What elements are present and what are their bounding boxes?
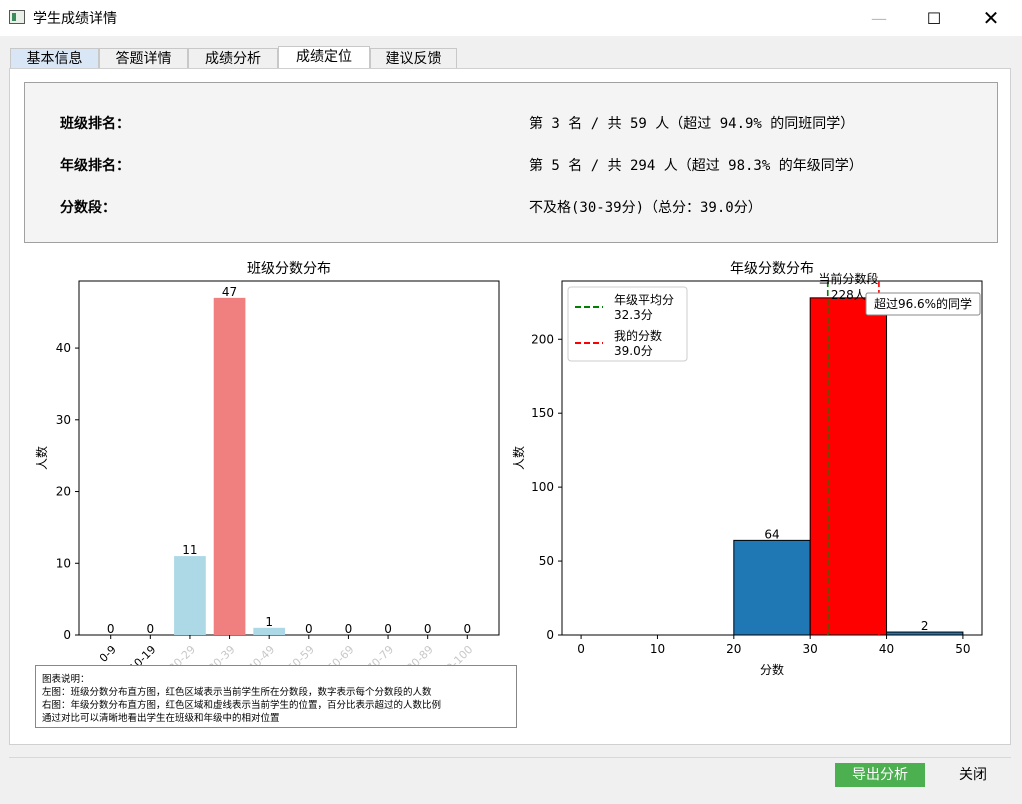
- exceed-annotation-box: [865, 292, 981, 316]
- legend-entry-text: 年级平均分: [614, 293, 674, 307]
- charts-canvas: 班级分数分布人数01020304000-9010-191120-294730-3…: [34, 261, 983, 680]
- caption-title: 图表说明：: [42, 674, 90, 685]
- grade-chart-ylabel: 人数: [511, 446, 526, 470]
- class-bar-value-label: 0: [424, 622, 432, 636]
- class-bar-value-label: 0: [345, 622, 353, 636]
- caption-line-right: 右图：年级分数分布直方图，红色区域和虚线表示当前学生的位置，百分比表示超过的人数…: [42, 700, 442, 711]
- grade-bar-40-50: [886, 631, 964, 636]
- grade-xtick-label: 30: [803, 642, 818, 656]
- tab-suggestions[interactable]: 建议反馈: [370, 48, 457, 69]
- tab-score-analysis[interactable]: 成绩分析: [188, 48, 278, 69]
- class-bar-30-39: [213, 297, 246, 635]
- tab-answer-details[interactable]: 答题详情: [99, 48, 188, 69]
- class-bar-value-label: 0: [384, 622, 392, 636]
- current-segment-count: 228人: [831, 288, 866, 302]
- grade-bar-30-40: [809, 297, 888, 636]
- legend-entry-text: 32.3分: [614, 308, 653, 322]
- grade-ytick-label: 150: [531, 406, 554, 420]
- class-ytick-label: 0: [63, 628, 71, 642]
- app-icon: [9, 10, 25, 24]
- grade-ytick-label: 100: [531, 480, 554, 494]
- grade-xtick-label: 20: [726, 642, 741, 656]
- class-rank-label: 班级排名：: [60, 116, 130, 132]
- caption-line-left: 左图：班级分数分布直方图，红色区域表示当前学生所在分数段，数字表示每个分数段的人…: [42, 687, 432, 698]
- minimize-icon[interactable]: —: [871, 8, 887, 28]
- class-bar-value-label: 1: [265, 615, 273, 629]
- title-bar: 学生成绩详情 — ☐ ✕: [0, 0, 1022, 36]
- grade-bar-value-label: 64: [764, 527, 779, 541]
- export-analysis-button[interactable]: 导出分析: [835, 763, 925, 787]
- rank-info-box: 班级排名： 第 3 名 / 共 59 人（超过 94.9% 的同班同学） 年级排…: [24, 82, 998, 243]
- class-bar-value-label: 0: [107, 622, 115, 636]
- chart-caption: 图表说明： 左图：班级分数分布直方图，红色区域表示当前学生所在分数段，数字表示每…: [35, 665, 517, 728]
- grade-rank-value: 第 5 名 / 共 294 人（超过 98.3% 的年级同学）: [529, 158, 863, 174]
- legend-entry-text: 39.0分: [614, 344, 653, 358]
- class-bar-value-label: 0: [463, 622, 471, 636]
- grade-bar-value-label: 2: [921, 619, 929, 633]
- grade-xtick-label: 0: [577, 642, 585, 656]
- class-ytick-label: 40: [56, 341, 71, 355]
- grade-ytick-label: 200: [531, 332, 554, 346]
- grade-xtick-label: 50: [955, 642, 970, 656]
- maximize-icon[interactable]: ☐: [926, 8, 942, 28]
- class-bar-value-label: 0: [147, 622, 155, 636]
- tab-score-position[interactable]: 成绩定位: [278, 46, 370, 70]
- grade-chart-xlabel: 分数: [760, 662, 784, 677]
- close-button[interactable]: 关闭: [945, 763, 1001, 787]
- legend-entry-text: 我的分数: [614, 328, 662, 343]
- grade-ytick-label: 50: [539, 554, 554, 568]
- class-xtick-label: 0-9: [97, 643, 119, 665]
- class-ytick-label: 10: [56, 556, 71, 570]
- window-title: 学生成绩详情: [33, 11, 117, 27]
- class-bar-value-label: 11: [182, 543, 197, 557]
- current-segment-annotation: 当前分数段: [818, 271, 878, 286]
- tab-basic-info[interactable]: 基本信息: [10, 48, 99, 69]
- segment-label: 分数段：: [60, 200, 116, 216]
- class-chart-frame: [78, 280, 500, 636]
- grade-xtick-label: 40: [879, 642, 894, 656]
- footer-divider: [9, 757, 1011, 758]
- class-bar-value-label: 0: [305, 622, 313, 636]
- class-chart-ylabel: 人数: [34, 446, 49, 470]
- close-icon[interactable]: ✕: [982, 6, 1000, 30]
- segment-value: 不及格(30-39分)（总分：39.0分）: [529, 200, 762, 216]
- class-rank-value: 第 3 名 / 共 59 人（超过 94.9% 的同班同学）: [529, 116, 855, 132]
- grade-ytick-label: 0: [546, 628, 554, 642]
- class-bar-value-label: 47: [222, 285, 237, 299]
- grade-rank-label: 年级排名：: [60, 158, 130, 174]
- class-bar-40-49: [253, 627, 286, 635]
- caption-line-compare: 通过对比可以清晰地看出学生在班级和年级中的相对位置: [42, 713, 280, 724]
- grade-chart-title: 年级分数分布: [730, 261, 814, 277]
- class-bar-20-29: [174, 556, 206, 635]
- class-ytick-label: 20: [56, 485, 71, 499]
- class-chart-title: 班级分数分布: [247, 261, 331, 277]
- grade-bar-20-30: [733, 539, 811, 636]
- class-ytick-label: 30: [56, 413, 71, 427]
- grade-xtick-label: 10: [650, 642, 665, 656]
- exceed-annotation-text: 超过96.6%的同学: [874, 296, 972, 311]
